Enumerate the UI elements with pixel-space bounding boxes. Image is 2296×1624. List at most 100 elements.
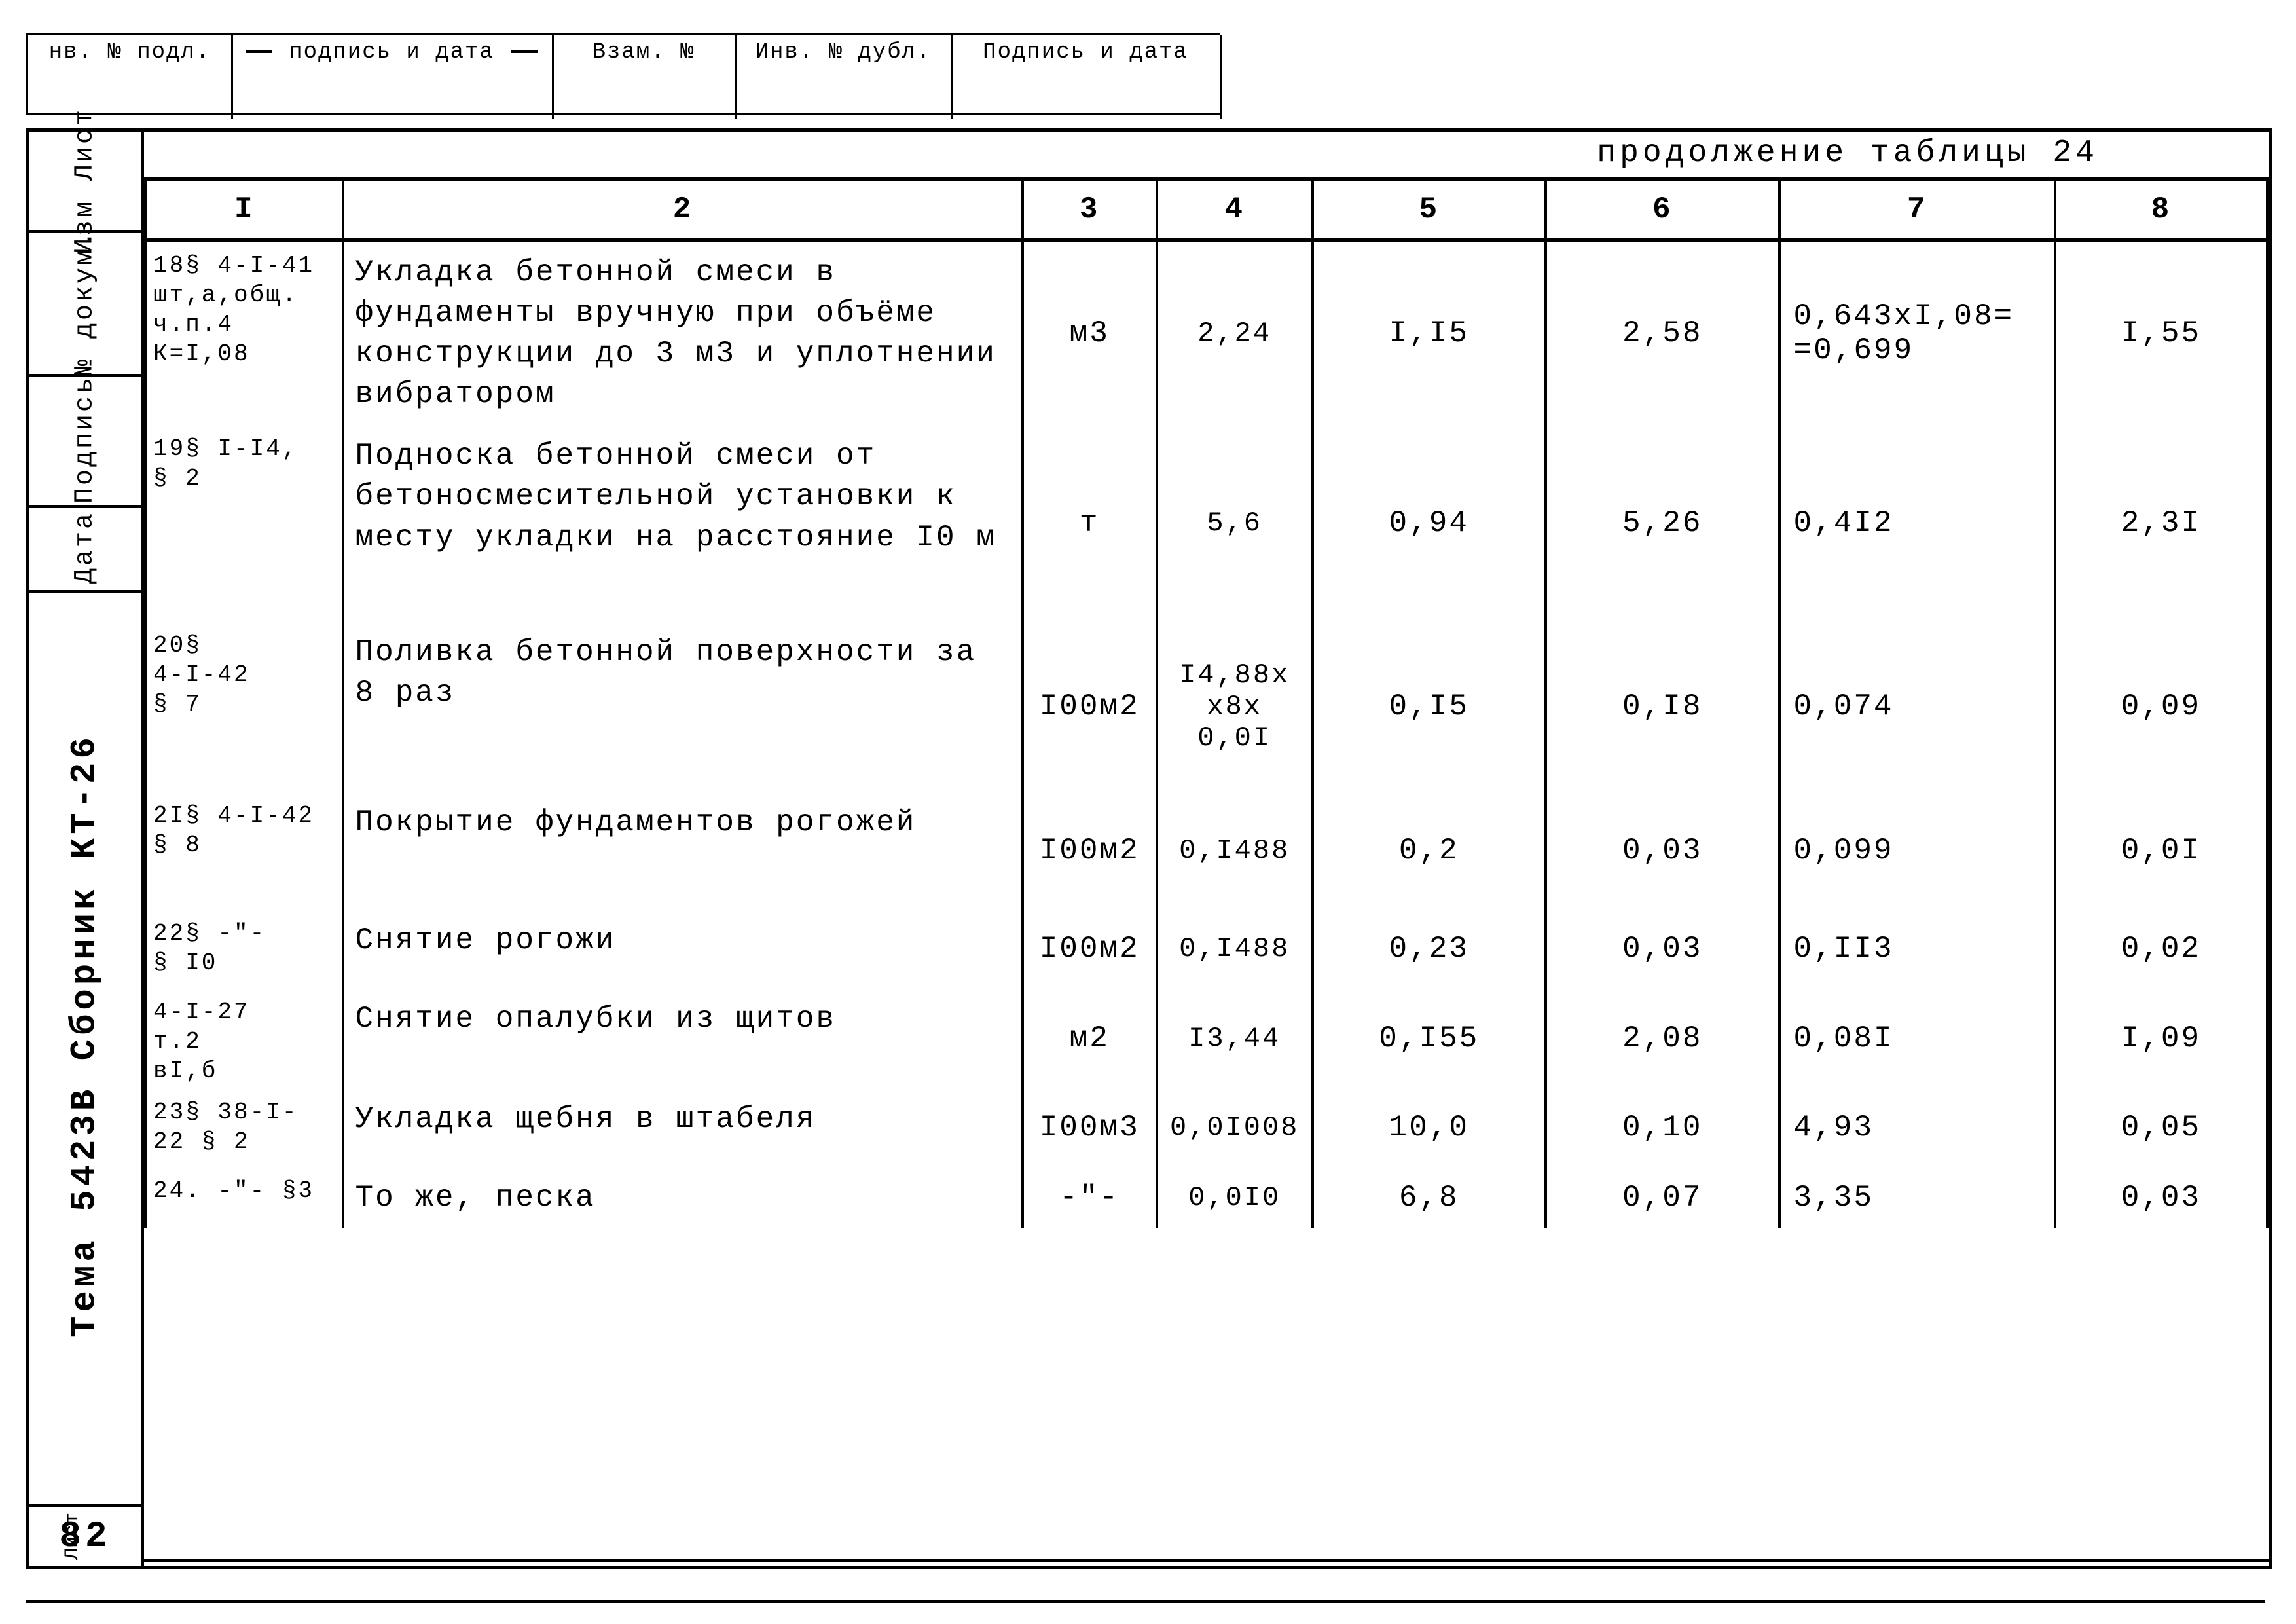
rail-label-2: № докум. bbox=[71, 229, 100, 375]
cell-col7: 3,35 bbox=[1779, 1167, 2055, 1228]
cell-col6: 0,07 bbox=[1546, 1167, 1779, 1228]
col-header-1: I bbox=[145, 179, 343, 240]
rail-label-3: Подпись bbox=[71, 375, 100, 504]
cell-col6: 5,26 bbox=[1546, 425, 1779, 621]
rail-label-4: Дата bbox=[71, 511, 100, 584]
page: нв. № подл. подпись и дата Взам. № Инв. … bbox=[26, 33, 2265, 1591]
cell-col4: I4,88x x8x 0,0I bbox=[1157, 621, 1313, 792]
col-header-5: 5 bbox=[1313, 179, 1546, 240]
topstrip-cell-2: подпись и дата bbox=[289, 40, 494, 65]
cell-col6: 0,I8 bbox=[1546, 621, 1779, 792]
table-row: 2I§ 4-I-42 § 8Покрытие фундаментов рогож… bbox=[145, 792, 2267, 910]
cell-code: 2I§ 4-I-42 § 8 bbox=[145, 792, 343, 910]
cell-col7: 0,074 bbox=[1779, 621, 2055, 792]
table-row: 24. -"- §3То же, песка-"-0,0I06,80,073,3… bbox=[145, 1167, 2267, 1228]
cell-col5: 0,2 bbox=[1313, 792, 1546, 910]
cell-col6: 0,03 bbox=[1546, 910, 1779, 988]
outer-bottom-rule bbox=[26, 1600, 2265, 1603]
rail-list-label: Лист bbox=[62, 1513, 84, 1560]
topstrip-cell-4: Инв. № дубл. bbox=[756, 40, 932, 65]
cell-col5: 6,8 bbox=[1313, 1167, 1546, 1228]
cell-description: Укладка щебня в штабеля bbox=[343, 1088, 1022, 1167]
cell-col7: 0,643xI,08= =0,699 bbox=[1779, 240, 2055, 426]
table-caption: продолжение таблицы 24 bbox=[1597, 136, 2098, 171]
cell-col4: 2,24 bbox=[1157, 240, 1313, 426]
cell-code: 4-I-27 т.2 вI,б bbox=[145, 988, 343, 1088]
cell-col7: 0,4I2 bbox=[1779, 425, 2055, 621]
cell-description: Укладка бетонной смеси в фундаменты вруч… bbox=[343, 240, 1022, 426]
cell-col6: 0,03 bbox=[1546, 792, 1779, 910]
table-row: 4-I-27 т.2 вI,бСнятие опалубки из щитовм… bbox=[145, 988, 2267, 1088]
cell-description: Снятие опалубки из щитов bbox=[343, 988, 1022, 1088]
col-header-7: 7 bbox=[1779, 179, 2055, 240]
cell-col5: 10,0 bbox=[1313, 1088, 1546, 1167]
col-header-3: 3 bbox=[1023, 179, 1157, 240]
topstrip-cell-3: Взам. № bbox=[592, 40, 695, 65]
cell-code: 19§ I-I4, § 2 bbox=[145, 425, 343, 621]
cell-col5: 0,I55 bbox=[1313, 988, 1546, 1088]
cell-col6: 2,58 bbox=[1546, 240, 1779, 426]
cell-code: 20§ 4-I-42 § 7 bbox=[145, 621, 343, 792]
cell-col7: 4,93 bbox=[1779, 1088, 2055, 1167]
cell-col8: 0,05 bbox=[2055, 1088, 2267, 1167]
cell-code: 24. -"- §3 bbox=[145, 1167, 343, 1228]
cell-col8: 0,0I bbox=[2055, 792, 2267, 910]
topstrip-cell-5: Подпись и дата bbox=[983, 40, 1188, 65]
cell-col7: 0,II3 bbox=[1779, 910, 2055, 988]
content-area: продолжение таблицы 24 I 2 3 4 5 6 7 bbox=[144, 132, 2269, 1566]
cell-unit: I00м2 bbox=[1023, 621, 1157, 792]
cell-description: То же, песка bbox=[343, 1167, 1022, 1228]
table-row: 19§ I-I4, § 2Подноска бетонной смеси от … bbox=[145, 425, 2267, 621]
col-header-6: 6 bbox=[1546, 179, 1779, 240]
cell-unit: м3 bbox=[1023, 240, 1157, 426]
table-header-row: I 2 3 4 5 6 7 8 bbox=[145, 179, 2267, 240]
cell-col4: 0,0I0 bbox=[1157, 1167, 1313, 1228]
cell-unit: I00м3 bbox=[1023, 1088, 1157, 1167]
col-header-8: 8 bbox=[2055, 179, 2267, 240]
cell-col5: I,I5 bbox=[1313, 240, 1546, 426]
cell-col8: 0,03 bbox=[2055, 1167, 2267, 1228]
cell-col4: 5,6 bbox=[1157, 425, 1313, 621]
table-row: 22§ -"- § I0Снятие рогожиI00м20,I4880,23… bbox=[145, 910, 2267, 988]
cell-description: Подноска бетонной смеси от бетоносмесите… bbox=[343, 425, 1022, 621]
cell-description: Поливка бетонной поверхности за 8 раз bbox=[343, 621, 1022, 792]
cell-description: Снятие рогожи bbox=[343, 910, 1022, 988]
cell-code: 22§ -"- § I0 bbox=[145, 910, 343, 988]
left-rail: Изм Лист № докум. Подпись Дата Тема 5423… bbox=[29, 132, 144, 1566]
top-label-strip: нв. № подл. подпись и дата Взам. № Инв. … bbox=[26, 33, 1220, 115]
col-header-2: 2 bbox=[343, 179, 1022, 240]
cell-unit: т bbox=[1023, 425, 1157, 621]
cell-col4: 0,0I008 bbox=[1157, 1088, 1313, 1167]
cell-code: 23§ 38-I- 22 § 2 bbox=[145, 1088, 343, 1167]
cell-unit: I00м2 bbox=[1023, 910, 1157, 988]
data-table: I 2 3 4 5 6 7 8 18§ 4-I-41 шт,а,общ. ч.п… bbox=[144, 177, 2269, 1228]
bottom-rule bbox=[144, 1559, 2269, 1562]
cell-col7: 0,099 bbox=[1779, 792, 2055, 910]
cell-col4: I3,44 bbox=[1157, 988, 1313, 1088]
cell-col4: 0,I488 bbox=[1157, 792, 1313, 910]
cell-col6: 0,10 bbox=[1546, 1088, 1779, 1167]
cell-col6: 2,08 bbox=[1546, 988, 1779, 1088]
page-number-box: Лист 82 bbox=[29, 1504, 141, 1566]
cell-unit: м2 bbox=[1023, 988, 1157, 1088]
cell-col5: 0,23 bbox=[1313, 910, 1546, 988]
cell-unit: I00м2 bbox=[1023, 792, 1157, 910]
main-frame: Изм Лист № докум. Подпись Дата Тема 5423… bbox=[26, 128, 2272, 1569]
cell-col7: 0,08I bbox=[1779, 988, 2055, 1088]
cell-code: 18§ 4-I-41 шт,а,общ. ч.п.4 К=I,08 bbox=[145, 240, 343, 426]
cell-col8: I,55 bbox=[2055, 240, 2267, 426]
cell-description: Покрытие фундаментов рогожей bbox=[343, 792, 1022, 910]
rail-title: Тема 5423В Сборник КТ-26 bbox=[65, 733, 105, 1337]
topstrip-cell-1: нв. № подл. bbox=[49, 40, 210, 65]
col-header-4: 4 bbox=[1157, 179, 1313, 240]
cell-unit: -"- bbox=[1023, 1167, 1157, 1228]
cell-col4: 0,I488 bbox=[1157, 910, 1313, 988]
table-row: 18§ 4-I-41 шт,а,общ. ч.п.4 К=I,08Укладка… bbox=[145, 240, 2267, 426]
table-row: 20§ 4-I-42 § 7Поливка бетонной поверхнос… bbox=[145, 621, 2267, 792]
cell-col5: 0,I5 bbox=[1313, 621, 1546, 792]
cell-col8: I,09 bbox=[2055, 988, 2267, 1088]
cell-col8: 2,3I bbox=[2055, 425, 2267, 621]
cell-col5: 0,94 bbox=[1313, 425, 1546, 621]
cell-col8: 0,09 bbox=[2055, 621, 2267, 792]
cell-col8: 0,02 bbox=[2055, 910, 2267, 988]
